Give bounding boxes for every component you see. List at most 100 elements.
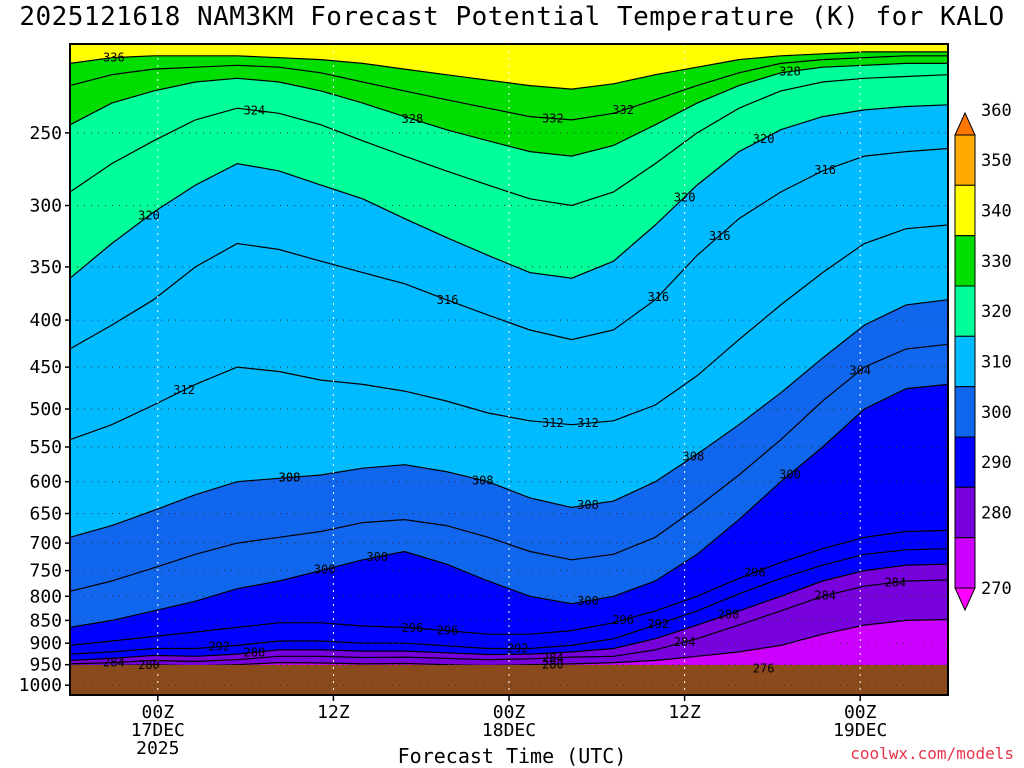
colorbar-tick-label: 340: [981, 202, 1012, 222]
contour-label: 308: [279, 471, 301, 485]
band-328: [70, 55, 948, 157]
colorbar-tick-label: 280: [981, 504, 1012, 524]
colorbar-swatch: [954, 486, 976, 539]
band-288: [70, 548, 948, 661]
colorbar-tick-label: 290: [981, 453, 1012, 473]
band-284: [70, 564, 948, 664]
isentrope-320: [69, 104, 949, 279]
credit-text[interactable]: coolwx.com/models: [850, 744, 1014, 763]
contour-label: 308: [577, 498, 599, 512]
colorbar-top-arrow: [954, 111, 976, 136]
contour-label: 320: [674, 191, 696, 205]
contour-label: 284: [884, 575, 906, 589]
colorbar-swatch: [954, 184, 976, 237]
contour-label: 284: [674, 635, 696, 649]
y-tick-label: 650: [29, 504, 62, 525]
contour-label: 316: [647, 290, 669, 304]
contour-labels: 336 328 332 328 324 332 320 320 320 316 316 316 308 3…: [103, 51, 906, 676]
contour-label: 328: [402, 112, 424, 126]
band-280: [70, 580, 948, 667]
contour-label: 308: [472, 473, 494, 487]
colorbar-swatch: [954, 285, 976, 337]
contour-label: 308: [279, 471, 301, 485]
band-332: [70, 51, 948, 120]
x-tick-label: 2025: [136, 738, 179, 759]
contour-label: 284: [103, 656, 125, 670]
x-tick-label: 17DEC: [131, 720, 185, 741]
contour-label: 328: [779, 65, 801, 79]
x-tick-label: 00Z: [493, 702, 526, 723]
colorbar-tick-label: 350: [981, 151, 1012, 171]
contour-label: 316: [709, 229, 731, 243]
contour-label: 312: [173, 383, 195, 397]
contour-label: 288: [244, 645, 266, 659]
contour-label: 296: [744, 566, 766, 580]
x-tick-label: 19DEC: [833, 720, 887, 741]
isentrope-300: [69, 383, 949, 628]
contour-label: 304: [849, 364, 871, 378]
y-axis: 2503003504004505005506006507007508008509…: [19, 123, 70, 696]
y-tick-label: 300: [29, 196, 62, 217]
colorbar-swatch: [954, 235, 976, 287]
contour-label: 292: [647, 617, 669, 631]
filled-bands: [70, 44, 948, 695]
isentrope-308: [69, 299, 949, 538]
x-tick-label: 12Z: [668, 702, 701, 723]
y-tick-label: 850: [29, 610, 62, 631]
contour-label: 312: [577, 416, 599, 430]
contour-label: 284: [814, 589, 836, 603]
x-tick-label: 00Z: [142, 702, 175, 723]
colorbar-tick-label: 310: [981, 353, 1012, 373]
colorbar-swatch: [954, 335, 976, 388]
isentrope-296: [69, 529, 949, 646]
ground: [70, 665, 948, 695]
y-tick-label: 750: [29, 561, 62, 582]
colorbar-tick-label: 330: [981, 252, 1012, 272]
colorbar-swatch: [954, 436, 976, 488]
band-320: [70, 74, 948, 279]
contour-label: 300: [366, 550, 388, 564]
contour-label: 300: [577, 594, 599, 608]
band-296: [70, 384, 948, 646]
band-300: [70, 344, 948, 628]
isentrope-284: [69, 579, 949, 665]
band-276: [70, 619, 948, 669]
contour-label: 276: [753, 662, 775, 676]
contour-label: 324: [244, 103, 266, 117]
y-tick-label: 950: [29, 655, 62, 676]
contour-label: 292: [208, 640, 230, 654]
colorbar-swatch: [954, 134, 976, 186]
colorbar-swatch: [954, 386, 976, 438]
contour-label: 296: [402, 621, 424, 635]
y-tick-label: 800: [29, 586, 62, 607]
contour-label: 280: [542, 657, 564, 671]
y-tick-label: 500: [29, 399, 62, 420]
contour-label: 332: [542, 112, 564, 126]
band-324: [70, 63, 948, 206]
contour-label: 308: [683, 450, 705, 464]
y-tick-label: 250: [29, 123, 62, 144]
y-tick-label: 450: [29, 357, 62, 378]
x-tick-label: 00Z: [844, 702, 877, 723]
y-tick-label: 600: [29, 472, 62, 493]
isentrope-316: [69, 147, 949, 350]
colorbar-tick-label: 270: [981, 579, 1012, 599]
colorbar-tick-label: 320: [981, 302, 1012, 322]
isentrope-332: [69, 55, 948, 121]
contour-label: 332: [612, 103, 634, 117]
contour-label: 336: [103, 51, 125, 65]
contour-label: 312: [542, 416, 564, 430]
chart-title: 2025121618 NAM3KM Forecast Potential Tem…: [19, 2, 1005, 32]
contour-label: 320: [753, 132, 775, 146]
colorbar: 270 280 290 300 310 320 330 340 350 360: [954, 101, 1012, 612]
x-axis-label: Forecast Time (UTC): [397, 744, 627, 768]
contour-label: 296: [612, 613, 634, 627]
contour-label: 292: [507, 642, 529, 656]
colorbar-swatch: [954, 537, 976, 589]
colorbar-tick-label: 360: [981, 101, 1012, 121]
contour-label: 296: [437, 624, 459, 638]
y-tick-label: 900: [29, 633, 62, 654]
y-tick-label: 550: [29, 437, 62, 458]
